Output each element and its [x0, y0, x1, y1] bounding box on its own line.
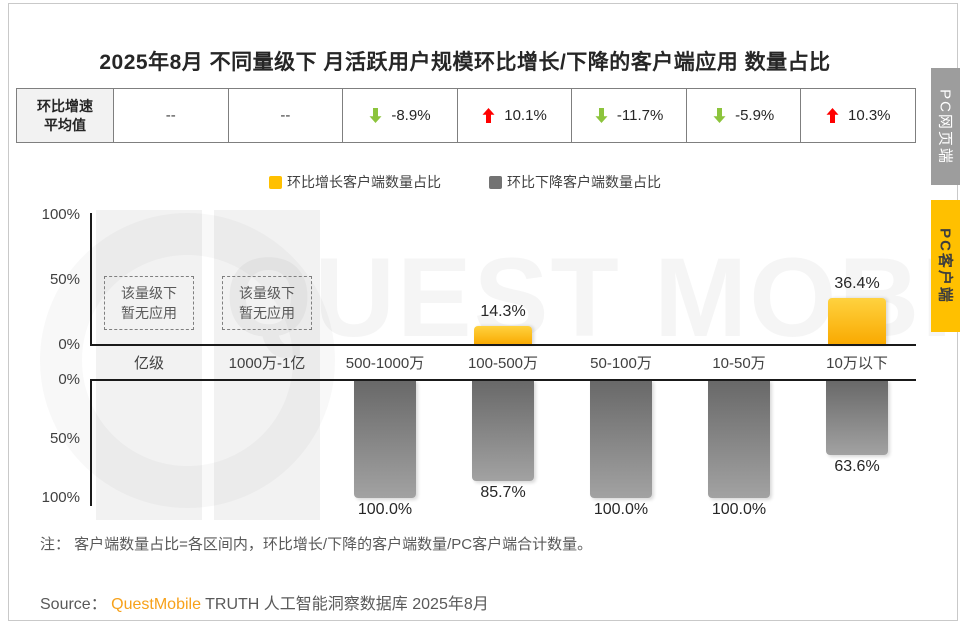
avg-growth-table: 环比增速 平均值 -- -- -8.9% 10.1% -11.7% -5.9% 10.3%: [16, 88, 916, 143]
decline-bar-value: 100.0%: [711, 501, 767, 518]
avg-growth-value: --: [280, 107, 291, 124]
category-label: 10-50万: [712, 355, 766, 372]
arrow-up-icon: [482, 108, 495, 123]
avg-growth-value: --: [165, 107, 176, 124]
chart-legend: 环比增长客户端数量占比 环比下降客户端数量占比: [0, 172, 930, 192]
avg-growth-value: -8.9%: [391, 107, 431, 124]
category-label: 50-100万: [590, 355, 652, 372]
arrow-down-icon: [369, 108, 382, 123]
category-label: 10万以下: [826, 355, 888, 372]
top-y-tick: 100%: [41, 206, 80, 223]
decline-bar: [708, 380, 770, 498]
no-data-line2: 暂无应用: [239, 305, 295, 321]
arrow-up-icon: [826, 108, 839, 123]
top-chart-x-axis-line: [90, 344, 916, 346]
growth-bar: [474, 326, 532, 345]
bottom-chart-x-axis-line: [90, 379, 916, 381]
bottom-chart-y-axis-line: [90, 380, 92, 506]
watermark-text: QUEST MOBILE: [225, 235, 960, 360]
legend-swatch-icon: [489, 175, 502, 189]
category-label: 100-500万: [467, 355, 539, 372]
source-line: Source： QuestMobile TRUTH 人工智能洞察数据库 2025…: [40, 590, 489, 614]
growth-bar: [828, 298, 886, 345]
legend-label: 环比下降客户端数量占比: [507, 174, 661, 190]
arrow-down-icon: [595, 108, 608, 123]
decline-bar: [354, 380, 416, 498]
avg-growth-cell-5: -5.9%: [685, 89, 801, 142]
no-data-line1: 该量级下: [239, 285, 295, 301]
no-data-box: 该量级下 暂无应用: [222, 276, 312, 330]
no-data-line2: 暂无应用: [121, 305, 177, 321]
category-label: 1000万-1亿: [228, 355, 306, 372]
footnote: 注： 客户端数量占比=各区间内，环比增长/下降的客户端数量/PC客户端合计数量。: [40, 536, 593, 553]
tab-pc-client-label: PC客户端: [936, 228, 953, 304]
source-brand: QuestMobile: [111, 596, 201, 613]
avg-growth-value: 10.1%: [504, 107, 547, 124]
legend-item-0: 环比增长客户端数量占比: [269, 172, 441, 192]
top-y-tick: 0%: [58, 336, 80, 353]
top-chart-y-axis-line: [90, 213, 92, 345]
decline-bar-value: 85.7%: [480, 484, 526, 501]
legend-label: 环比增长客户端数量占比: [287, 174, 441, 190]
no-data-line1: 该量级下: [121, 285, 177, 301]
avg-growth-cell-0: --: [113, 89, 228, 142]
no-data-box: 该量级下 暂无应用: [104, 276, 194, 330]
tab-pc-client[interactable]: PC客户端: [931, 200, 960, 332]
bottom-y-tick: 0%: [58, 371, 80, 388]
avg-growth-cell-2: -8.9%: [342, 89, 457, 142]
no-data-column-band: [96, 210, 202, 520]
bottom-y-tick: 50%: [49, 430, 80, 447]
category-label: 亿级: [133, 355, 164, 372]
tab-pc-web-label: PC网页端: [936, 88, 953, 165]
source-prefix: Source：: [40, 596, 107, 613]
avg-header-line2: 平均值: [44, 116, 86, 133]
avg-growth-value: -11.7%: [616, 107, 664, 124]
category-label: 500-1000万: [345, 355, 425, 372]
decline-bar: [590, 380, 652, 498]
bottom-y-tick: 100%: [41, 489, 80, 506]
avg-growth-cell-1: --: [227, 89, 343, 142]
avg-growth-value: 10.3%: [847, 107, 891, 124]
legend-swatch-icon: [269, 175, 282, 189]
avg-growth-table-header: 环比增速 平均值: [17, 89, 113, 142]
growth-bar-value: 14.3%: [480, 303, 526, 320]
avg-growth-cell-4: -11.7%: [571, 89, 686, 142]
top-y-tick: 50%: [49, 271, 80, 288]
avg-growth-cell-6: 10.3%: [800, 89, 915, 142]
decline-bar-value: 63.6%: [834, 458, 880, 475]
legend-item-1: 环比下降客户端数量占比: [489, 172, 661, 192]
avg-growth-value: -5.9%: [735, 107, 775, 124]
tab-pc-web[interactable]: PC网页端: [931, 68, 960, 185]
no-data-column-band: [214, 210, 320, 520]
decline-bar: [472, 380, 534, 481]
growth-bar-value: 36.4%: [834, 275, 880, 292]
decline-bar-value: 100.0%: [593, 501, 649, 518]
page-title: 2025年8月 不同量级下 月活跃用户规模环比增长/下降的客户端应用 数量占比: [99, 51, 831, 74]
decline-bar-value: 100.0%: [357, 501, 413, 518]
arrow-down-icon: [713, 108, 726, 123]
avg-header-line1: 环比增速: [37, 97, 93, 114]
avg-growth-cell-3: 10.1%: [456, 89, 572, 142]
source-suffix: TRUTH 人工智能洞察数据库 2025年8月: [200, 596, 489, 613]
decline-bar: [826, 380, 888, 455]
